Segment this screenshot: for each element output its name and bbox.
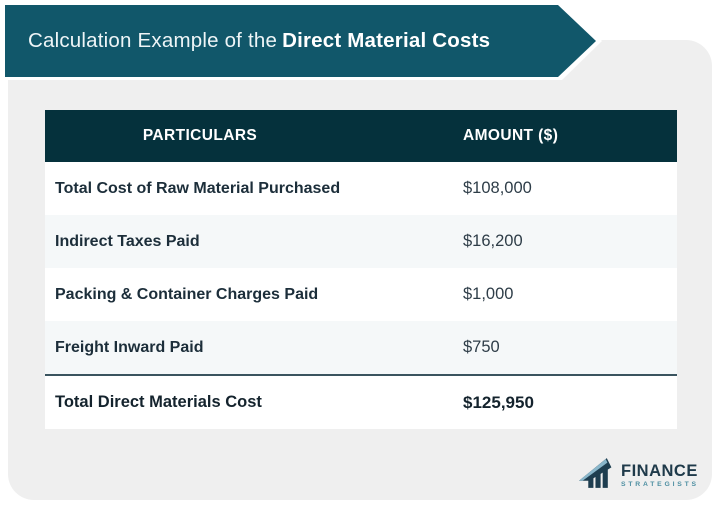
table-row: Freight Inward Paid $750 [45, 321, 677, 374]
table-rows: Total Cost of Raw Material Purchased $108… [45, 162, 677, 374]
particulars-cell: Indirect Taxes Paid [55, 232, 200, 250]
header-particulars: PARTICULARS [142, 127, 258, 144]
particulars-cell: Total Cost of Raw Material Purchased [55, 179, 341, 197]
costs-table: PARTICULARS AMOUNT ($) Total Cost of Raw… [45, 110, 677, 429]
title-banner-outline: Calculation Example of the Direct Materia… [5, 2, 602, 80]
total-particulars-cell: Total Direct Materials Cost [55, 393, 262, 411]
banner-title-bold: Direct Material Costs [282, 29, 491, 52]
particulars-cell: Freight Inward Paid [55, 338, 204, 356]
table-row: Indirect Taxes Paid $16,200 [45, 215, 677, 268]
logo-subtitle: STRATEGISTS [621, 481, 699, 489]
finance-strategists-logo: FINANCE STRATEGISTS [578, 455, 699, 497]
bar-chart-growth-icon [578, 455, 615, 497]
logo-name: FINANCE [621, 462, 698, 481]
logo-text: FINANCE STRATEGISTS [621, 463, 699, 489]
table-total-row: Total Direct Materials Cost $125,950 [45, 374, 677, 429]
title-banner: Calculation Example of the Direct Materia… [5, 5, 596, 77]
total-amount-cell: $125,950 [463, 392, 534, 412]
header-amount: AMOUNT ($) [463, 127, 559, 144]
table-header-row: PARTICULARS AMOUNT ($) [45, 110, 677, 162]
table-row: Total Cost of Raw Material Purchased $108… [45, 162, 677, 215]
amount-cell: $16,200 [463, 232, 523, 250]
banner-title-regular: Calculation Example of the [28, 29, 278, 52]
amount-cell: $750 [463, 338, 500, 356]
particulars-cell: Packing & Container Charges Paid [55, 285, 319, 303]
amount-cell: $1,000 [463, 285, 514, 303]
amount-cell: $108,000 [463, 179, 532, 197]
table-row: Packing & Container Charges Paid $1,000 [45, 268, 677, 321]
